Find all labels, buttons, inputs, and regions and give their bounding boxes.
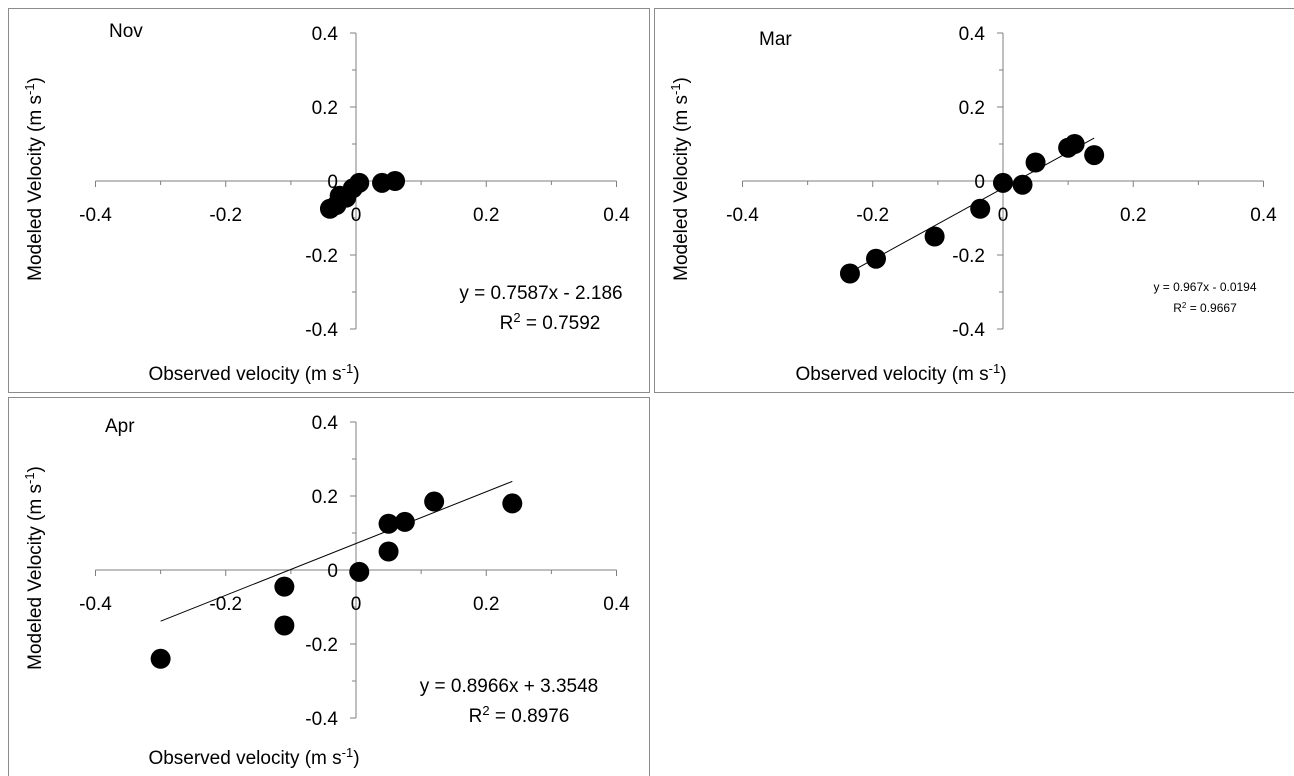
scatter-chart: -0.4 -0.2 0 0.2 0.4 0.4 0.2 0 -0.2 -0.4 Nov Observe… [22, 21, 630, 385]
x-tick-label: 0.2 [473, 594, 499, 615]
y-tick-label: 0.2 [312, 98, 338, 119]
y-tick-label: 0.2 [959, 98, 985, 119]
x-tick-label: 0 [998, 205, 1009, 226]
data-point [349, 561, 370, 582]
data-point [274, 576, 295, 597]
data-point [1025, 152, 1046, 173]
data-point [150, 648, 171, 669]
trend-equation: y = 0.967x - 0.0194 [1153, 280, 1256, 294]
data-point [839, 263, 860, 284]
trend-equation: y = 0.7587x - 2.186 [459, 283, 622, 304]
x-tick-label: -0.4 [726, 205, 759, 226]
chart-panel-mar: -0.4 -0.2 0 0.2 0.4 0.4 0.2 0 -0.2 -0.4 Mar Observe… [654, 8, 1294, 393]
y-tick-label: 0 [327, 561, 338, 582]
x-axis-title: Observed velocity (m s-1) [795, 361, 1006, 385]
y-tick-label: 0.4 [312, 24, 339, 45]
data-point [378, 541, 399, 562]
x-tick-label: -0.2 [209, 205, 242, 226]
x-tick-label: 0 [351, 205, 362, 226]
x-tick-label: -0.2 [856, 205, 889, 226]
x-tick-label: 0.4 [603, 205, 630, 226]
x-tick-label: 0.4 [1250, 205, 1277, 226]
scatter-chart: -0.4 -0.2 0 0.2 0.4 0.4 0.2 0 -0.2 -0.4 Apr Observe… [22, 413, 630, 769]
r-squared: R2 = 0.9667 [1173, 301, 1237, 315]
y-tick-label: -0.4 [952, 320, 985, 341]
data-point [1012, 174, 1033, 195]
y-tick-label: -0.4 [305, 320, 338, 341]
y-tick-label: 0.2 [312, 487, 338, 508]
x-axis-title: Observed velocity (m s-1) [148, 361, 359, 385]
r-squared: R2 = 0.8976 [469, 703, 570, 727]
x-tick-label: 0.4 [603, 594, 630, 615]
y-tick-label: -0.2 [305, 246, 338, 267]
chart-panel-nov: -0.4 -0.2 0 0.2 0.4 0.4 0.2 0 -0.2 -0.4 Nov Observe… [8, 8, 650, 393]
panel-title: Mar [759, 29, 792, 50]
data-point [394, 511, 415, 532]
x-tick-label: -0.4 [79, 205, 112, 226]
data-point [866, 248, 887, 269]
trendline [160, 480, 513, 622]
data-point [378, 513, 399, 534]
data-point [924, 226, 945, 247]
y-axis-title: Modeled Velocity (m s-1) [22, 77, 46, 281]
panel-title: Apr [105, 416, 135, 437]
y-tick-label: 0 [327, 172, 338, 193]
y-tick-label: -0.2 [305, 635, 338, 656]
x-tick-label: -0.4 [79, 594, 112, 615]
r-squared: R2 = 0.7592 [500, 310, 601, 334]
x-tick-label: -0.2 [209, 594, 242, 615]
trend-equation: y = 0.8966x + 3.3548 [420, 676, 599, 697]
x-axis-title: Observed velocity (m s-1) [148, 745, 359, 769]
data-point [274, 615, 295, 636]
data-point [349, 172, 370, 193]
data-point [502, 493, 523, 514]
data-point [970, 198, 991, 219]
data-point [1064, 134, 1085, 154]
data-point [385, 171, 406, 191]
scatter-chart: -0.4 -0.2 0 0.2 0.4 0.4 0.2 0 -0.2 -0.4 Mar Observe… [668, 24, 1277, 385]
y-axis-title: Modeled Velocity (m s-1) [22, 466, 46, 670]
x-tick-label: 0 [351, 594, 362, 615]
y-axis-title: Modeled Velocity (m s-1) [668, 77, 692, 281]
data-point [424, 491, 445, 512]
data-point [1084, 145, 1105, 166]
panel-title: Nov [109, 21, 143, 42]
x-tick-label: 0.2 [473, 205, 499, 226]
chart-panel-apr: -0.4 -0.2 0 0.2 0.4 0.4 0.2 0 -0.2 -0.4 Apr Observe… [8, 397, 650, 776]
y-tick-label: -0.4 [305, 709, 338, 730]
y-tick-label: 0.4 [312, 413, 339, 434]
data-point [993, 172, 1013, 193]
y-tick-label: 0 [974, 172, 985, 193]
y-tick-label: 0.4 [959, 24, 986, 45]
x-tick-label: 0.2 [1120, 205, 1146, 226]
y-tick-label: -0.2 [952, 246, 985, 267]
